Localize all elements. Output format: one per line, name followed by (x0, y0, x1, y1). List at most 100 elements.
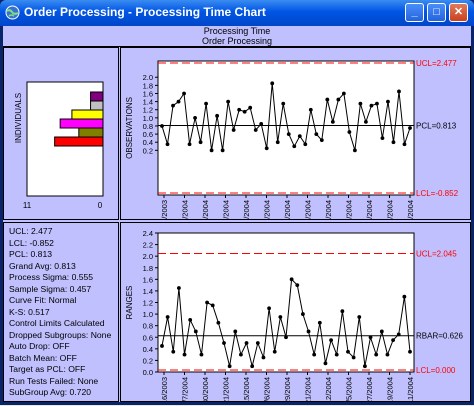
data-point (193, 115, 197, 120)
lcl-label: LCL=-0.852 (416, 189, 459, 198)
stat-line: Curve Fit: Normal (9, 295, 77, 305)
data-point (319, 138, 324, 143)
data-point (259, 122, 264, 126)
y-tick-label: 1.4 (143, 287, 153, 296)
data-point (346, 349, 350, 354)
y-tick-label: 1.8 (143, 264, 153, 273)
data-point (402, 294, 407, 299)
histogram-bar (59, 118, 104, 129)
data-point (171, 349, 176, 354)
data-point (210, 303, 215, 308)
data-point (165, 142, 170, 147)
globe-icon (5, 5, 20, 20)
data-point (226, 99, 231, 104)
data-point (237, 107, 242, 112)
y-tick-label: 1.6 (143, 275, 153, 284)
data-point (334, 352, 339, 357)
y-tick-label: 0.0 (143, 368, 153, 377)
stat-line: K-S: 0.517 (9, 306, 50, 317)
window-title: Order Processing - Processing Time Chart (24, 5, 266, 19)
x-tick-label: 12/16/2003 (160, 200, 169, 219)
y-tick-label: 2.0 (143, 73, 153, 82)
individuals-histogram-panel: INDIVIDUALS 11 0 (3, 47, 119, 220)
y-tick-label: 2.0 (143, 252, 153, 261)
y-tick-label: 1.6 (143, 89, 153, 98)
data-point (402, 142, 407, 147)
data-point (261, 355, 266, 360)
data-point (295, 283, 300, 288)
data-point (244, 341, 249, 345)
data-point (284, 335, 288, 340)
data-point (368, 335, 373, 340)
data-point (363, 364, 367, 369)
y-tick-label: 0.6 (143, 333, 153, 342)
stat-line: Dropped Subgroups: None (9, 329, 112, 340)
plot-area (157, 232, 415, 373)
maximize-button[interactable]: □ (427, 3, 446, 22)
rbar-label: RBAR=0.626 (416, 332, 463, 341)
stat-line: Control Limits Calculated (9, 318, 105, 328)
y-tick-label: 1.4 (143, 98, 153, 107)
chart-title: Processing Time (203, 26, 271, 36)
data-point (205, 300, 209, 305)
stat-line: Grand Avg: 0.813 (9, 260, 76, 271)
data-point (267, 306, 271, 311)
data-point (248, 105, 253, 110)
x-tick-label: 3/15/2004 (242, 377, 251, 401)
statistics-panel: UCL: 2.477 LCL: -0.852 PCL: 0.813 Grand Avg… (3, 222, 119, 402)
histogram-bar (90, 91, 104, 102)
histogram-bar (54, 136, 104, 147)
x-tick-label: 6/12/2004 (324, 377, 333, 401)
data-point (198, 140, 203, 145)
x-tick-label: 8/19/2004 (386, 200, 395, 219)
data-point (325, 97, 330, 102)
data-point (188, 317, 193, 322)
individuals-axis-label: INDIVIDUALS (14, 93, 23, 143)
x-tick-label: 4/29/2004 (283, 200, 292, 219)
stat-line: UCL: 2.477 (9, 226, 53, 236)
x-tick-label: 6/12/2004 (324, 200, 333, 219)
data-point (292, 144, 297, 149)
data-point (204, 101, 208, 106)
data-point (330, 120, 335, 124)
series-line (161, 83, 411, 151)
x-tick-label: 4/29/2004 (283, 377, 292, 401)
ranges-chart: RANGES 2.4 2.2 2.0 1.8 1.6 1.4 1.2 1.0 0.8 0.6 0.4 0… (125, 229, 463, 406)
data-point (397, 89, 401, 94)
data-point (301, 312, 305, 316)
data-point (352, 148, 357, 153)
y-tick-label: 1.8 (143, 81, 153, 90)
pcl-label: PCL=0.813 (416, 121, 457, 130)
data-point (281, 101, 286, 106)
ucl-label: UCL=2.045 (416, 250, 457, 259)
data-point (385, 352, 390, 357)
x-tick-label: 9/11/2004 (406, 200, 415, 219)
data-point (323, 361, 328, 366)
x-tick-label: 4/6/2004 (263, 377, 272, 401)
data-point (220, 148, 225, 153)
data-point (357, 315, 362, 319)
x-tick-label: 1/30/2004 (201, 377, 210, 401)
stat-line: LCL: -0.852 (9, 237, 54, 248)
y-tick-label: 0.6 (143, 130, 153, 139)
data-point (216, 320, 221, 325)
close-button[interactable]: ✕ (449, 3, 468, 22)
lcl-label: LCL=0.000 (416, 366, 456, 375)
x-tick-label: 8/19/2004 (386, 377, 395, 401)
x-tick-label: 2/21/2004 (222, 377, 231, 401)
data-point (193, 329, 198, 334)
data-point (253, 128, 258, 132)
stat-line: Process Sigma: 0.555 (9, 272, 94, 282)
data-point (379, 329, 384, 334)
data-point (314, 132, 319, 136)
minimize-button[interactable]: _ (405, 3, 424, 22)
data-point (351, 355, 356, 360)
data-point (272, 349, 277, 354)
y-tick-label: 1.0 (143, 114, 153, 123)
data-point (160, 344, 164, 348)
data-point (317, 320, 322, 325)
title-bar[interactable]: Order Processing - Processing Time Chart… (0, 0, 474, 26)
data-point (233, 329, 238, 334)
data-point (264, 146, 269, 151)
